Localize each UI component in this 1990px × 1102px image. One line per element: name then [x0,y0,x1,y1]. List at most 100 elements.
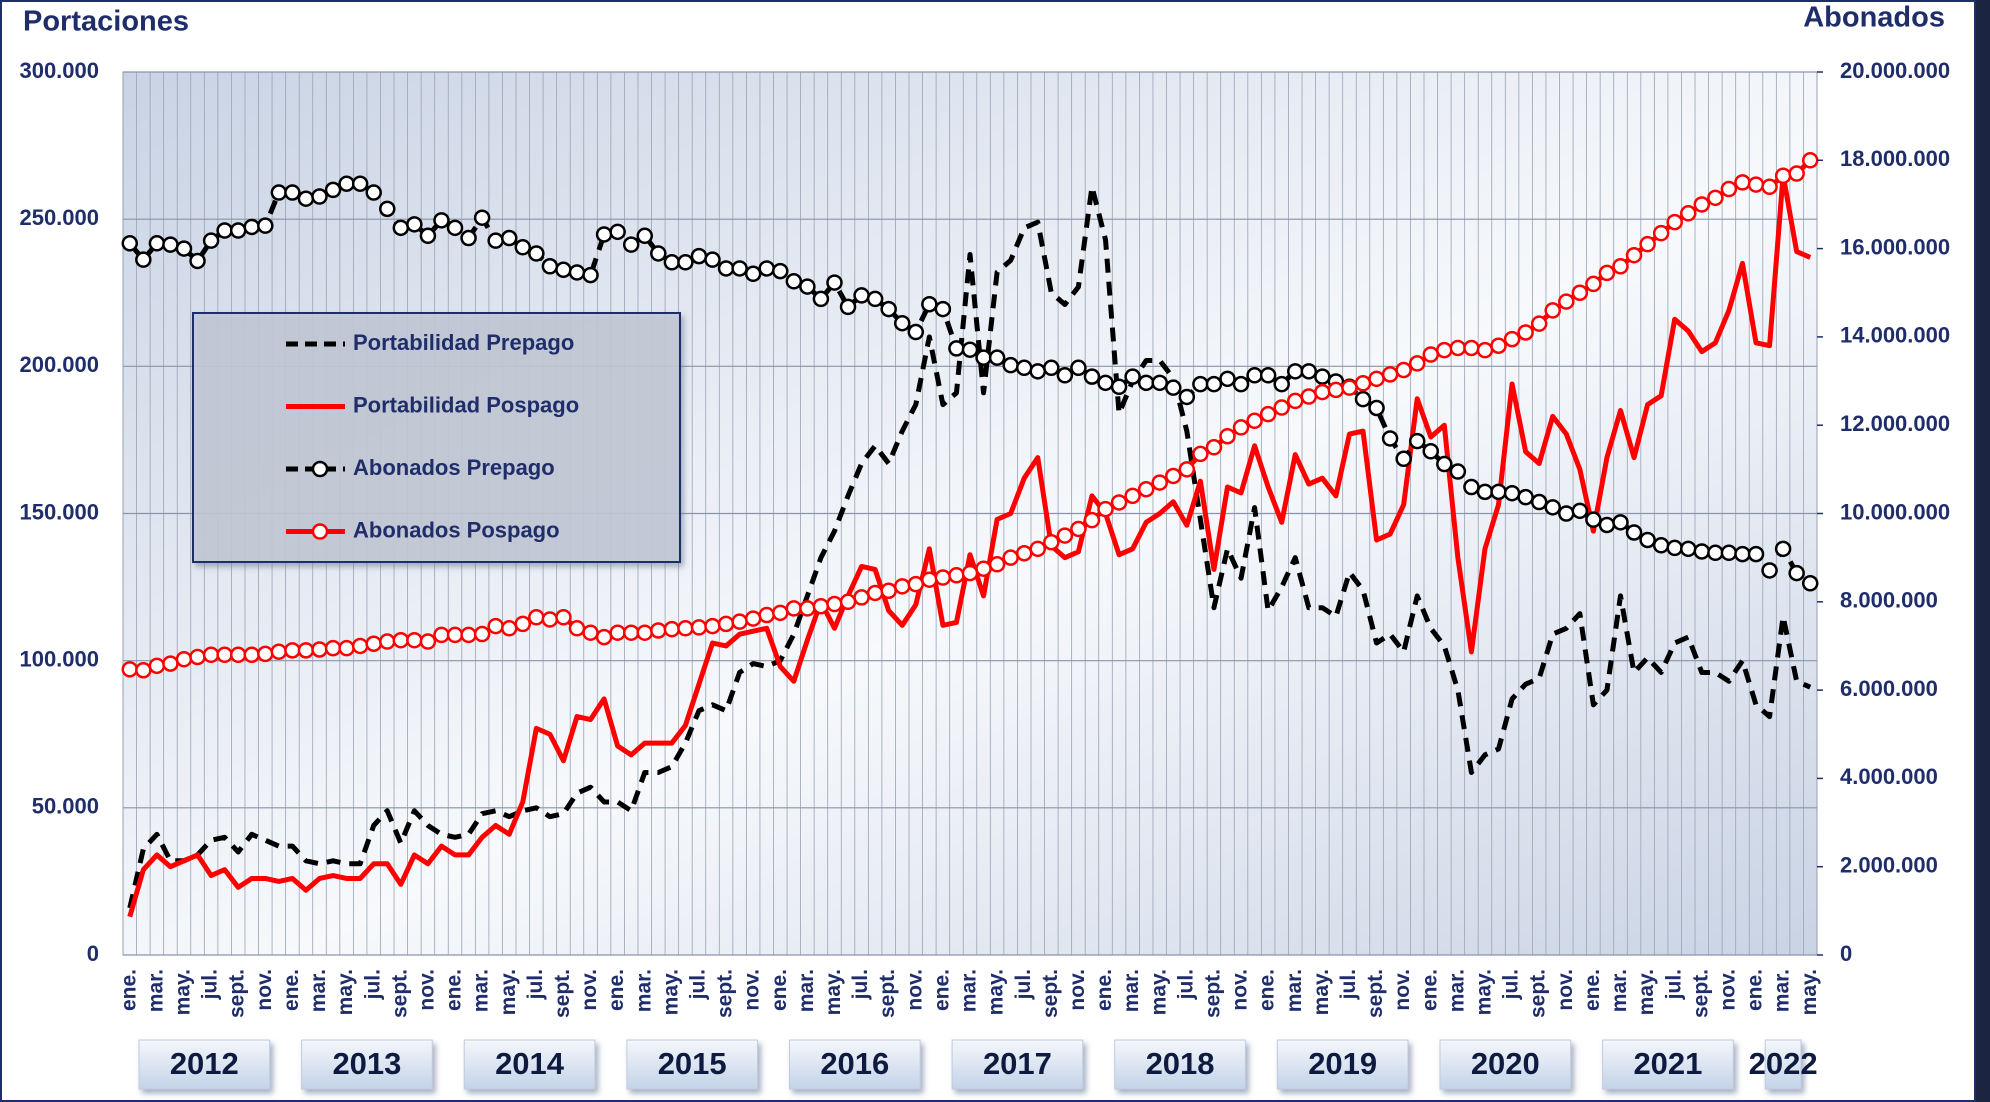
series-line [127,184,1812,909]
series-point [1680,205,1697,222]
x-tick-label: nov. [1716,969,1739,1011]
legend-marker [311,460,329,478]
y2-tick-label: 8.000.000 [1840,588,1938,613]
series-point [934,569,952,586]
x-tick-label: jul. [1662,969,1685,1000]
series-point [473,209,491,226]
x-tick-label: mar. [1608,969,1631,1012]
series-layer [121,152,1819,918]
series-point [433,626,450,644]
series-point [1720,544,1738,562]
legend-label: Portabilidad Prepago [353,330,574,355]
series-point [663,254,681,271]
x-tick-label: ene. [1418,969,1441,1011]
series-point [1015,544,1033,562]
series-point [257,645,274,663]
series-point [1801,575,1819,592]
x-tick-label: ene. [443,969,466,1011]
series-point [500,620,518,637]
series-point [1029,540,1047,558]
x-tick-label: may. [822,969,845,1015]
series-point [1449,339,1467,357]
series-point [148,657,166,675]
series-point [650,245,667,262]
series-point [121,235,139,252]
series-point [555,609,572,626]
series-point [812,290,830,308]
series-point [284,184,301,201]
series-point [528,245,545,262]
series-point [744,265,762,283]
series-point [1341,379,1358,396]
year-label: 2018 [1146,1046,1215,1081]
series-point [961,341,979,358]
x-tick-label: mar. [307,969,330,1012]
series-point [1124,487,1141,505]
series-point [297,642,315,659]
series-point [744,610,762,627]
x-tick-label: mar. [795,969,818,1012]
year-box [301,1039,433,1090]
series-point [1476,483,1494,501]
series-point [351,637,369,655]
series-point [1693,196,1711,213]
x-tick-label: ene. [1581,969,1604,1011]
series-point [324,639,342,657]
series-point [1652,224,1670,242]
series-point [690,247,708,265]
series-point [1612,514,1629,531]
series-point [1422,346,1440,363]
series-point [162,655,179,672]
series-point [1625,524,1643,541]
series-point [595,628,613,646]
series-point [921,571,938,588]
series-point [1625,246,1643,264]
series-point [270,643,288,660]
series-point [1558,505,1575,522]
series-point [1219,370,1236,388]
series-point [1463,339,1480,357]
x-tick-label: sept. [1364,969,1387,1018]
series-point [148,235,166,252]
series-point [1097,374,1114,392]
series-point [419,633,437,650]
series-point [690,619,708,636]
series-point [853,287,870,304]
series-point [1300,388,1318,405]
x-tick-label: jul. [1174,969,1197,1000]
legend-label: Abonados Prepago [353,455,555,480]
series-point [135,661,152,679]
y2-tick-label: 18.000.000 [1840,146,1950,171]
series-point [1408,355,1426,372]
series-point [1598,516,1616,534]
series-point [1517,324,1534,341]
series-point [555,261,572,279]
series-point [500,229,518,247]
series-point [731,260,748,277]
series-point [663,620,681,638]
year-label: 2015 [658,1046,727,1081]
year-label: 2019 [1308,1046,1377,1081]
x-tick-label: may. [334,969,357,1015]
series-point [379,200,396,218]
year-box [626,1039,758,1090]
series-point [189,648,206,666]
series-point [202,646,220,664]
series-point [717,260,735,277]
series-point [392,631,410,649]
series-point [1246,367,1263,384]
series-point [975,560,992,577]
legend-marker [311,523,329,540]
legend-box [192,312,681,563]
series-point [257,217,274,234]
series-point [1680,540,1697,558]
series-point [365,184,382,201]
series-line [127,172,1812,918]
x-tick-label: mar. [958,969,981,1012]
series-point [1476,341,1494,359]
series-point [1151,374,1168,392]
series-point [1029,363,1047,380]
series-point [1734,545,1751,563]
year-box [138,1039,271,1090]
series-point [1503,330,1521,348]
